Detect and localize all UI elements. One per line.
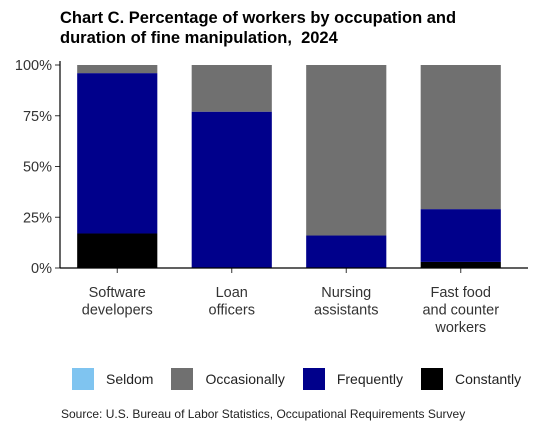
x-tick-label-nursing-assistants: Nursing assistants xyxy=(314,285,378,319)
legend-label-constantly: Constantly xyxy=(455,371,522,387)
y-tick-label-75: 75% xyxy=(23,109,52,125)
legend-item-frequently: Frequently xyxy=(302,368,403,390)
bar-nursing-assistants-frequently xyxy=(306,235,387,268)
legend-label-seldom: Seldom xyxy=(106,371,154,387)
y-tick-label-25: 25% xyxy=(23,210,52,226)
legend-item-seldom: Seldom xyxy=(72,368,153,390)
bar-software-developers-frequently xyxy=(77,73,158,234)
source-note: Source: U.S. Bureau of Labor Statistics,… xyxy=(61,407,466,421)
chart-legend: Seldom Occasionally Frequently Constantly xyxy=(72,367,521,391)
y-tick-label-50: 50% xyxy=(23,160,52,176)
bar-software-developers-occasionally xyxy=(77,65,158,74)
y-tick-label-0: 0% xyxy=(31,261,52,277)
bar-loan-officers-occasionally xyxy=(191,65,272,112)
chart-title: Chart C. Percentage of workers by occupa… xyxy=(60,8,530,48)
legend-swatch-seldom xyxy=(72,368,94,390)
bar-loan-officers-frequently xyxy=(191,111,272,268)
legend-swatch-constantly xyxy=(421,368,443,390)
x-tick-label-loan-officers: Loan officers xyxy=(209,285,255,319)
chart-title-line-1: Chart C. Percentage of workers by occupa… xyxy=(60,9,457,27)
legend-label-occasionally: Occasionally xyxy=(205,371,285,387)
bar-fast-food-and-counter-workers-occasionally xyxy=(420,65,501,210)
bar-nursing-assistants-occasionally xyxy=(306,65,387,236)
x-tick-label-fast-food-and-counter-workers: Fast food and counter workers xyxy=(422,285,499,336)
legend-swatch-frequently xyxy=(302,368,325,390)
bar-software-developers-constantly xyxy=(77,233,158,268)
legend-item-occasionally: Occasionally xyxy=(171,368,285,390)
bar-fast-food-and-counter-workers-frequently xyxy=(420,209,501,262)
y-tick-label-100: 100% xyxy=(15,58,52,74)
bar-fast-food-and-counter-workers-constantly xyxy=(420,261,501,268)
chart-title-line-2: duration of fine manipulation, 2024 xyxy=(60,29,338,47)
x-tick-label-software-developers: Software developers xyxy=(82,285,153,319)
legend-label-frequently: Frequently xyxy=(336,371,403,387)
legend-item-constantly: Constantly xyxy=(421,368,521,390)
legend-swatch-occasionally xyxy=(171,368,194,390)
stacked-bar-chart: Software developers Loan officers Nursing ass… xyxy=(15,58,528,336)
